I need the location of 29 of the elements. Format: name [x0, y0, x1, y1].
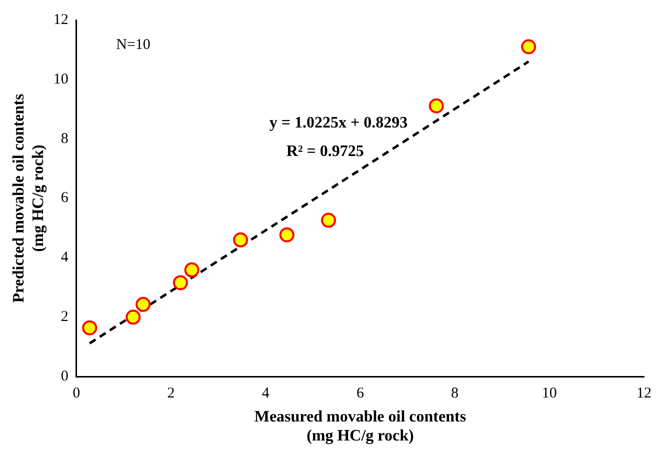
y-axis-title: Predicted movable oil contents (mg HC/g rock): [10, 94, 47, 303]
y-tick-label: 8: [60, 130, 68, 147]
point: [172, 275, 188, 290]
point: [184, 262, 200, 278]
y-tick-label: 4: [60, 250, 69, 266]
x-tick-label: 2: [167, 386, 175, 402]
point: [126, 310, 141, 325]
y-tick-label: 6: [60, 190, 69, 206]
point: [428, 98, 444, 114]
x-tick-label: 12: [636, 386, 652, 402]
point: [321, 212, 336, 228]
y-tick-label: 12: [53, 12, 68, 28]
x-tick-label: 0: [72, 386, 80, 402]
x-tick-label: 4: [262, 386, 270, 402]
annotation: N=10: [116, 36, 150, 53]
point: [82, 320, 98, 336]
point: [279, 227, 294, 242]
x-tick-label: 10: [542, 386, 557, 402]
y-tick-label: 0: [60, 368, 68, 385]
point: [233, 232, 248, 248]
y-tick-label: 10: [53, 71, 68, 88]
x-axis-title: Measured movable oil contents (mg HC/g rock): [254, 408, 466, 445]
y-tick-label: 2: [60, 309, 68, 326]
x-tick-label: 8: [451, 386, 459, 402]
annotation: y = 1.0225x + 0.8293: [269, 114, 408, 132]
annotation: R² = 0.9725: [286, 143, 364, 160]
x-tick-label: 6: [356, 386, 364, 402]
point: [136, 296, 151, 312]
point: [521, 39, 536, 54]
